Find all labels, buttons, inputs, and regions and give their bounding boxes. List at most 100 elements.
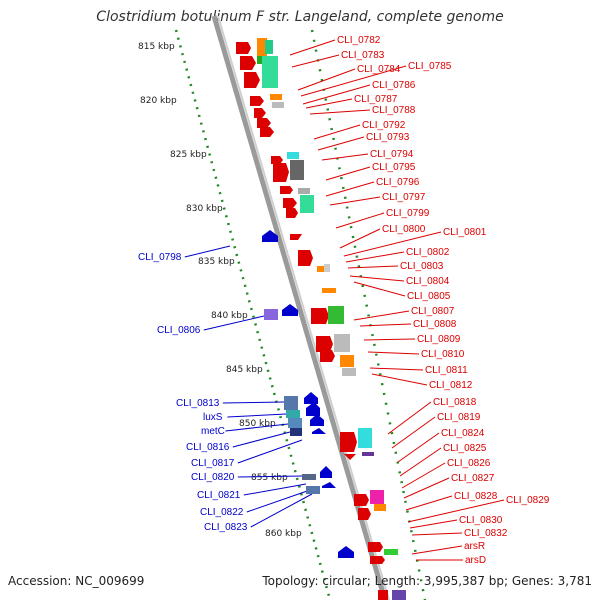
gene-red[interactable] <box>378 590 388 600</box>
gene-orange[interactable] <box>322 288 336 293</box>
gene-steel-blue[interactable] <box>288 418 302 428</box>
gene-label-right[interactable]: CLI_0827 <box>451 473 495 484</box>
gene-label-right[interactable]: CLI_0795 <box>372 162 416 173</box>
gene-orange[interactable] <box>257 38 267 56</box>
gene-forward-arrow[interactable] <box>250 96 264 106</box>
gene-label-right[interactable]: arsR <box>464 541 485 552</box>
gene-label-right[interactable]: CLI_0830 <box>459 515 503 526</box>
gene-label-left[interactable]: CLI_0821 <box>197 490 241 501</box>
gene-reverse-arrow[interactable] <box>310 414 324 426</box>
gene-green[interactable] <box>384 549 398 555</box>
gene-label-right[interactable]: CLI_0792 <box>362 120 406 131</box>
gene-cyan[interactable] <box>287 152 299 159</box>
gene-forward-arrow[interactable] <box>298 250 313 266</box>
gene-forward-arrow[interactable] <box>280 186 293 194</box>
gene-label-right[interactable]: CLI_0793 <box>366 132 410 143</box>
gene-steel-blue[interactable] <box>306 486 320 494</box>
gene-grey[interactable] <box>298 188 310 194</box>
gene-label-right[interactable]: CLI_0810 <box>421 349 465 360</box>
gene-label-right[interactable]: CLI_0783 <box>341 50 385 61</box>
gene-magenta[interactable] <box>370 490 384 504</box>
gene-label-right[interactable]: CLI_0807 <box>411 306 455 317</box>
gene-label-right[interactable]: CLI_0799 <box>386 208 430 219</box>
gene-reverse-arrow[interactable] <box>304 392 318 404</box>
gene-forward-arrow[interactable] <box>340 432 357 452</box>
gene-teal-large[interactable] <box>262 56 278 88</box>
gene-orange[interactable] <box>374 504 386 511</box>
gene-reverse-arrow[interactable] <box>312 428 326 434</box>
gene-purple[interactable] <box>362 452 374 456</box>
gene-label-right[interactable]: CLI_0804 <box>406 276 450 287</box>
gene-forward-arrow[interactable] <box>354 494 369 506</box>
gene-steel-blue[interactable] <box>284 396 298 410</box>
gene-label-left[interactable]: CLI_0806 <box>157 325 201 336</box>
gene-orange[interactable] <box>270 94 282 100</box>
gene-label-left[interactable]: CLI_0798 <box>138 252 182 263</box>
gene-forward-arrow[interactable] <box>254 108 266 118</box>
gene-dark-grey[interactable] <box>290 160 304 180</box>
gene-label-left[interactable]: CLI_0816 <box>186 442 230 453</box>
gene-label-right[interactable]: CLI_0832 <box>464 528 508 539</box>
gene-steel-blue[interactable] <box>302 474 316 480</box>
gene-teal-small[interactable] <box>265 40 273 54</box>
gene-forward-arrow[interactable] <box>370 556 385 564</box>
gene-forward-arrow[interactable] <box>240 56 256 70</box>
gene-label-right[interactable]: CLI_0828 <box>454 491 498 502</box>
gene-orange[interactable] <box>340 355 354 367</box>
gene-teal[interactable] <box>286 410 300 418</box>
gene-label-right[interactable]: CLI_0825 <box>443 443 487 454</box>
gene-label-right[interactable]: CLI_0784 <box>357 64 401 75</box>
gene-forward-arrow[interactable] <box>311 308 329 324</box>
gene-label-left[interactable]: metC <box>201 426 225 437</box>
gene-forward-arrow[interactable] <box>368 542 383 552</box>
gene-label-right[interactable]: CLI_0819 <box>437 412 481 423</box>
gene-label-left[interactable]: CLI_0813 <box>176 398 220 409</box>
gene-forward-arrow[interactable] <box>236 42 251 54</box>
gene-label-right[interactable]: CLI_0803 <box>400 261 444 272</box>
gene-reverse-arrow[interactable] <box>338 546 354 558</box>
gene-reverse-arrow[interactable] <box>306 402 320 416</box>
gene-purple[interactable] <box>392 590 406 600</box>
gene-cyan[interactable] <box>358 428 372 448</box>
gene-label-right[interactable]: CLI_0785 <box>408 61 452 72</box>
gene-forward-arrow[interactable] <box>316 336 333 352</box>
gene-label-right[interactable]: CLI_0782 <box>337 35 381 46</box>
gene-label-right[interactable]: CLI_0809 <box>417 334 461 345</box>
gene-label-right[interactable]: CLI_0812 <box>429 380 473 391</box>
gene-label-right[interactable]: arsD <box>465 555 486 566</box>
gene-label-right[interactable]: CLI_0808 <box>413 319 457 330</box>
gene-forward-arrow[interactable] <box>283 198 297 208</box>
gene-reverse-arrow[interactable] <box>322 482 336 488</box>
gene-label-right[interactable]: CLI_0800 <box>382 224 426 235</box>
gene-forward-arrow[interactable] <box>320 350 335 362</box>
gene-forward-arrow[interactable] <box>257 118 271 128</box>
gene-label-right[interactable]: CLI_0811 <box>425 365 468 376</box>
gene-label-right[interactable]: CLI_0818 <box>433 397 477 408</box>
gene-grey[interactable] <box>272 102 284 108</box>
gene-label-left[interactable]: CLI_0820 <box>191 472 235 483</box>
gene-forward-arrow[interactable] <box>290 234 302 240</box>
gene-label-right[interactable]: CLI_0824 <box>441 428 485 439</box>
gene-grey[interactable] <box>324 264 330 272</box>
gene-label-right[interactable]: CLI_0829 <box>506 495 550 506</box>
gene-teal[interactable] <box>300 195 314 213</box>
gene-label-right[interactable]: CLI_0794 <box>370 149 414 160</box>
gene-green[interactable] <box>328 306 344 324</box>
gene-label-left[interactable]: CLI_0823 <box>204 522 248 533</box>
gene-label-right[interactable]: CLI_0787 <box>354 94 398 105</box>
gene-reverse-arrow[interactable] <box>282 304 298 316</box>
gene-forward-arrow[interactable] <box>358 508 371 520</box>
gene-label-right[interactable]: CLI_0801 <box>443 227 487 238</box>
gene-label-left[interactable]: CLI_0817 <box>191 458 235 469</box>
gene-grey[interactable] <box>342 368 356 376</box>
gene-label-right[interactable]: CLI_0788 <box>372 105 416 116</box>
gene-label-right[interactable]: CLI_0786 <box>372 80 416 91</box>
gene-forward-arrow[interactable] <box>344 454 356 460</box>
gene-navy[interactable] <box>290 428 302 436</box>
gene-label-right[interactable]: CLI_0805 <box>407 291 451 302</box>
gene-label-right[interactable]: CLI_0802 <box>406 247 450 258</box>
gene-forward-arrow[interactable] <box>286 208 298 218</box>
gene-forward-arrow[interactable] <box>273 163 289 182</box>
gene-label-left[interactable]: luxS <box>203 412 223 423</box>
gene-orange[interactable] <box>317 266 324 272</box>
